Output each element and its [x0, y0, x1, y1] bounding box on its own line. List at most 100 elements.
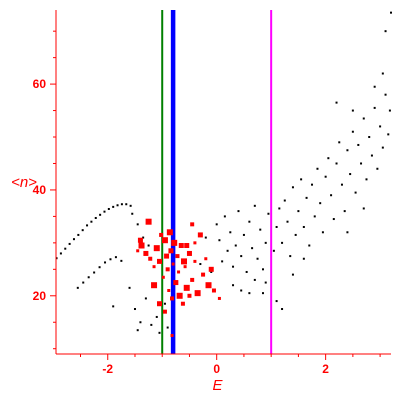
point-s0-8 — [90, 220, 93, 223]
point-s1-46 — [184, 243, 190, 249]
point-s0-19 — [82, 281, 85, 284]
point-s0-101 — [354, 191, 357, 194]
point-s0-84 — [308, 244, 311, 247]
point-s0-78 — [291, 186, 294, 189]
point-s1-21 — [176, 292, 183, 299]
point-s0-102 — [357, 143, 360, 146]
point-s0-63 — [264, 241, 267, 244]
point-s0-50 — [229, 231, 232, 234]
point-s0-11 — [103, 210, 106, 213]
point-s1-7 — [159, 232, 164, 237]
point-s0-110 — [379, 125, 382, 128]
point-s0-93 — [332, 218, 335, 221]
point-s0-113 — [387, 133, 390, 136]
point-s0-45 — [215, 223, 218, 226]
point-s0-120 — [362, 207, 365, 210]
point-s0-87 — [316, 167, 319, 170]
point-s0-94 — [335, 162, 338, 165]
point-s0-16 — [125, 203, 128, 206]
point-s0-88 — [319, 202, 322, 205]
point-s1-6 — [156, 258, 162, 264]
point-s1-32 — [204, 257, 208, 261]
point-s0-10 — [99, 213, 102, 216]
point-s0-56 — [245, 270, 248, 273]
point-s1-33 — [205, 282, 212, 289]
point-s0-81 — [300, 178, 303, 181]
point-s0-67 — [248, 292, 251, 295]
point-s0-24 — [109, 258, 112, 261]
point-s1-22 — [178, 243, 184, 249]
point-s0-69 — [261, 292, 264, 295]
point-s1-26 — [186, 250, 192, 256]
point-s0-65 — [232, 284, 235, 287]
point-s0-125 — [335, 101, 338, 104]
point-s0-64 — [267, 212, 270, 215]
point-s1-10 — [164, 253, 170, 259]
point-s0-95 — [338, 141, 341, 144]
point-s1-38 — [137, 237, 143, 243]
point-s0-85 — [311, 183, 314, 186]
point-s0-43 — [204, 236, 207, 239]
point-s0-111 — [381, 146, 384, 149]
point-s0-7 — [86, 224, 89, 227]
point-s0-55 — [242, 233, 245, 236]
point-s1-13 — [166, 229, 173, 236]
point-s0-53 — [237, 210, 240, 213]
point-s0-106 — [368, 136, 371, 139]
point-s0-75 — [283, 199, 286, 202]
point-s0-5 — [77, 233, 80, 236]
point-s0-122 — [381, 72, 384, 75]
point-s0-80 — [297, 210, 300, 213]
point-s0-2 — [64, 247, 67, 250]
point-s0-76 — [286, 220, 289, 223]
point-s0-17 — [129, 204, 132, 207]
point-s0-100 — [351, 130, 354, 133]
x-tick-label-1: 0 — [213, 362, 220, 376]
point-s0-6 — [81, 229, 84, 232]
point-s0-105 — [365, 178, 368, 181]
point-s0-20 — [87, 276, 90, 279]
point-s1-47 — [187, 293, 192, 298]
point-s1-30 — [197, 232, 203, 238]
point-s0-30 — [147, 244, 150, 247]
point-s1-17 — [171, 239, 178, 246]
point-s0-89 — [321, 231, 324, 234]
point-s0-21 — [93, 271, 96, 274]
point-s0-73 — [278, 207, 281, 210]
point-s0-115 — [275, 300, 278, 303]
point-s0-41 — [166, 326, 169, 329]
point-s0-35 — [139, 321, 142, 324]
point-s0-74 — [281, 241, 284, 244]
axes: -2 0 2 20 40 60 — [33, 10, 391, 376]
point-s1-25 — [183, 284, 190, 291]
point-s0-40 — [163, 302, 166, 305]
y-tick-label-0: 20 — [33, 289, 47, 303]
point-s0-90 — [324, 175, 327, 178]
point-s0-4 — [72, 238, 75, 241]
data-points — [55, 11, 392, 337]
point-s1-29 — [194, 290, 201, 297]
point-s0-1 — [59, 252, 62, 255]
point-s1-5 — [153, 245, 160, 252]
point-s0-34 — [136, 329, 139, 332]
point-s0-121 — [373, 85, 376, 88]
point-s0-22 — [98, 266, 101, 269]
point-s0-116 — [281, 308, 284, 311]
point-s0-27 — [131, 212, 134, 215]
point-s0-38 — [155, 315, 158, 318]
point-s0-91 — [327, 157, 330, 160]
point-s0-117 — [291, 273, 294, 276]
point-s0-83 — [305, 196, 308, 199]
point-s0-124 — [390, 11, 392, 14]
point-s0-109 — [376, 167, 379, 170]
point-s1-3 — [148, 256, 153, 261]
point-s0-72 — [275, 225, 278, 228]
point-s0-62 — [261, 268, 264, 271]
point-s0-12 — [107, 207, 110, 210]
point-s1-18 — [173, 280, 179, 286]
point-s0-0 — [55, 257, 58, 260]
point-s0-68 — [253, 278, 256, 281]
point-s0-79 — [294, 233, 297, 236]
point-s1-41 — [151, 282, 158, 289]
